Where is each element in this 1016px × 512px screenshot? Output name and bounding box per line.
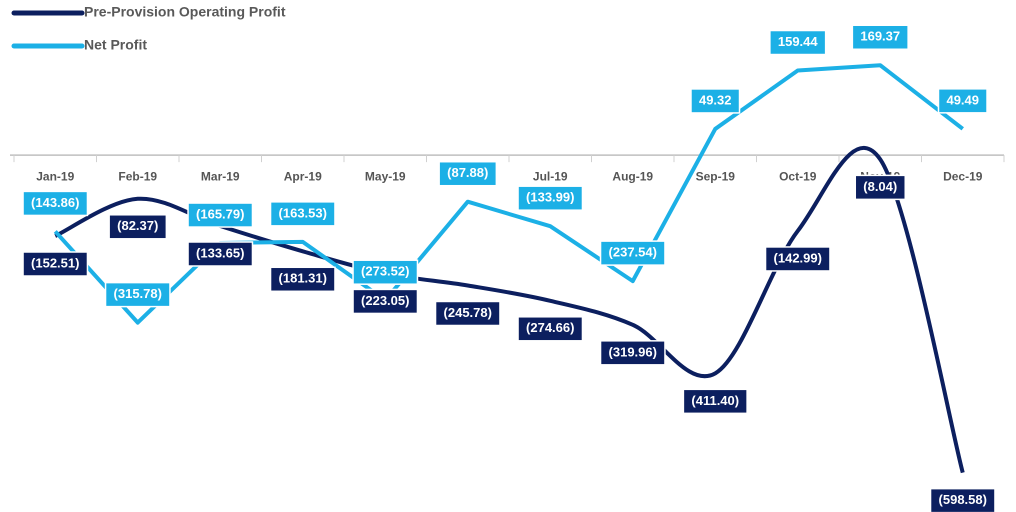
series-line bbox=[53, 63, 964, 325]
data-label-box bbox=[187, 241, 254, 267]
data-label: (181.31) bbox=[269, 266, 336, 293]
data-label: 49.32 bbox=[690, 88, 741, 114]
data-label-text: (152.51) bbox=[31, 255, 79, 270]
x-tick-label: Jul-19 bbox=[533, 169, 568, 183]
data-label-box bbox=[434, 300, 501, 327]
data-label: (411.40) bbox=[682, 388, 748, 415]
data-label-text: (142.99) bbox=[774, 250, 822, 265]
data-label-box bbox=[690, 88, 741, 114]
data-label-box bbox=[599, 340, 666, 366]
data-label-text: (143.86) bbox=[31, 195, 79, 210]
data-label-box bbox=[104, 281, 171, 308]
data-label-text: (273.52) bbox=[361, 264, 409, 279]
data-label-box bbox=[929, 487, 996, 512]
legend-label: Pre-Provision Operating Profit bbox=[84, 4, 286, 20]
data-label: (273.52) bbox=[352, 259, 419, 285]
data-label: 169.37 bbox=[851, 24, 909, 50]
series-line bbox=[54, 145, 965, 474]
data-label: 49.49 bbox=[937, 88, 988, 114]
data-label-text: 169.37 bbox=[860, 29, 900, 44]
x-tick-label: Aug-19 bbox=[612, 169, 653, 183]
data-label: (165.79) bbox=[187, 202, 254, 228]
data-label-box bbox=[187, 202, 254, 228]
data-label-box bbox=[352, 259, 419, 285]
data-label-box bbox=[352, 288, 419, 315]
x-tick-label: Apr-19 bbox=[284, 169, 322, 183]
data-label-text: (133.65) bbox=[196, 245, 244, 260]
data-label-text: (165.79) bbox=[196, 206, 244, 221]
x-tick-label: May-19 bbox=[365, 169, 406, 183]
data-label-text: (274.66) bbox=[526, 320, 574, 335]
x-tick-label: Feb-19 bbox=[118, 169, 157, 183]
data-label-text: (319.96) bbox=[609, 344, 657, 359]
data-label-text: (87.88) bbox=[447, 165, 488, 180]
data-label-text: 49.32 bbox=[699, 92, 732, 107]
x-tick-label: Mar-19 bbox=[201, 169, 240, 183]
data-label: (143.86) bbox=[22, 190, 89, 217]
data-label: (82.37) bbox=[108, 214, 168, 240]
data-label-box bbox=[764, 246, 831, 272]
data-label-box bbox=[517, 185, 584, 211]
data-label-box bbox=[269, 201, 336, 227]
data-label: (133.65) bbox=[187, 241, 254, 267]
data-label-text: (237.54) bbox=[609, 245, 657, 260]
data-label: (315.78) bbox=[104, 281, 171, 308]
data-label-box bbox=[517, 316, 584, 342]
data-label-box bbox=[682, 388, 748, 415]
data-label-box bbox=[854, 174, 906, 201]
data-label-box bbox=[851, 24, 909, 50]
data-label: (142.99) bbox=[764, 246, 831, 272]
data-label-box bbox=[937, 88, 988, 114]
data-label-text: 159.44 bbox=[778, 34, 819, 49]
data-label: (8.04) bbox=[854, 174, 906, 201]
data-label-box bbox=[108, 214, 168, 240]
data-label-box bbox=[269, 266, 336, 293]
data-label-text: (163.53) bbox=[279, 205, 327, 220]
data-label-text: (411.40) bbox=[691, 393, 739, 408]
x-tick-label: Dec-19 bbox=[943, 169, 983, 183]
data-label-box bbox=[438, 160, 498, 187]
data-label-text: (8.04) bbox=[863, 179, 897, 194]
data-label-text: (598.58) bbox=[939, 492, 987, 507]
data-label-text: (223.05) bbox=[361, 293, 409, 308]
data-label: (223.05) bbox=[352, 288, 419, 315]
data-label: (319.96) bbox=[599, 340, 666, 366]
data-label-text: (82.37) bbox=[117, 218, 158, 233]
data-label: (163.53) bbox=[269, 201, 336, 227]
data-label-text: (181.31) bbox=[279, 271, 327, 286]
data-label: (245.78) bbox=[434, 300, 501, 327]
data-label-text: (133.99) bbox=[526, 190, 574, 205]
x-tick-label: Jan-19 bbox=[36, 169, 74, 183]
data-label-box bbox=[22, 251, 89, 277]
data-label-text: (315.78) bbox=[114, 286, 162, 301]
data-label-box bbox=[769, 29, 827, 56]
data-label: (598.58) bbox=[929, 487, 996, 512]
data-label: (237.54) bbox=[599, 240, 666, 266]
data-label: (87.88) bbox=[438, 160, 498, 187]
data-label: (152.51) bbox=[22, 251, 89, 277]
data-label-text: (245.78) bbox=[444, 305, 492, 320]
x-tick-label: Oct-19 bbox=[779, 169, 817, 183]
data-label-box bbox=[22, 190, 89, 217]
x-tick-label: Sep-19 bbox=[696, 169, 736, 183]
data-label-text: 49.49 bbox=[946, 92, 979, 107]
data-label: (274.66) bbox=[517, 316, 584, 342]
legend-label: Net Profit bbox=[84, 37, 147, 53]
data-label: 159.44 bbox=[769, 29, 827, 56]
data-label-box bbox=[599, 240, 666, 266]
data-label: (133.99) bbox=[517, 185, 584, 211]
